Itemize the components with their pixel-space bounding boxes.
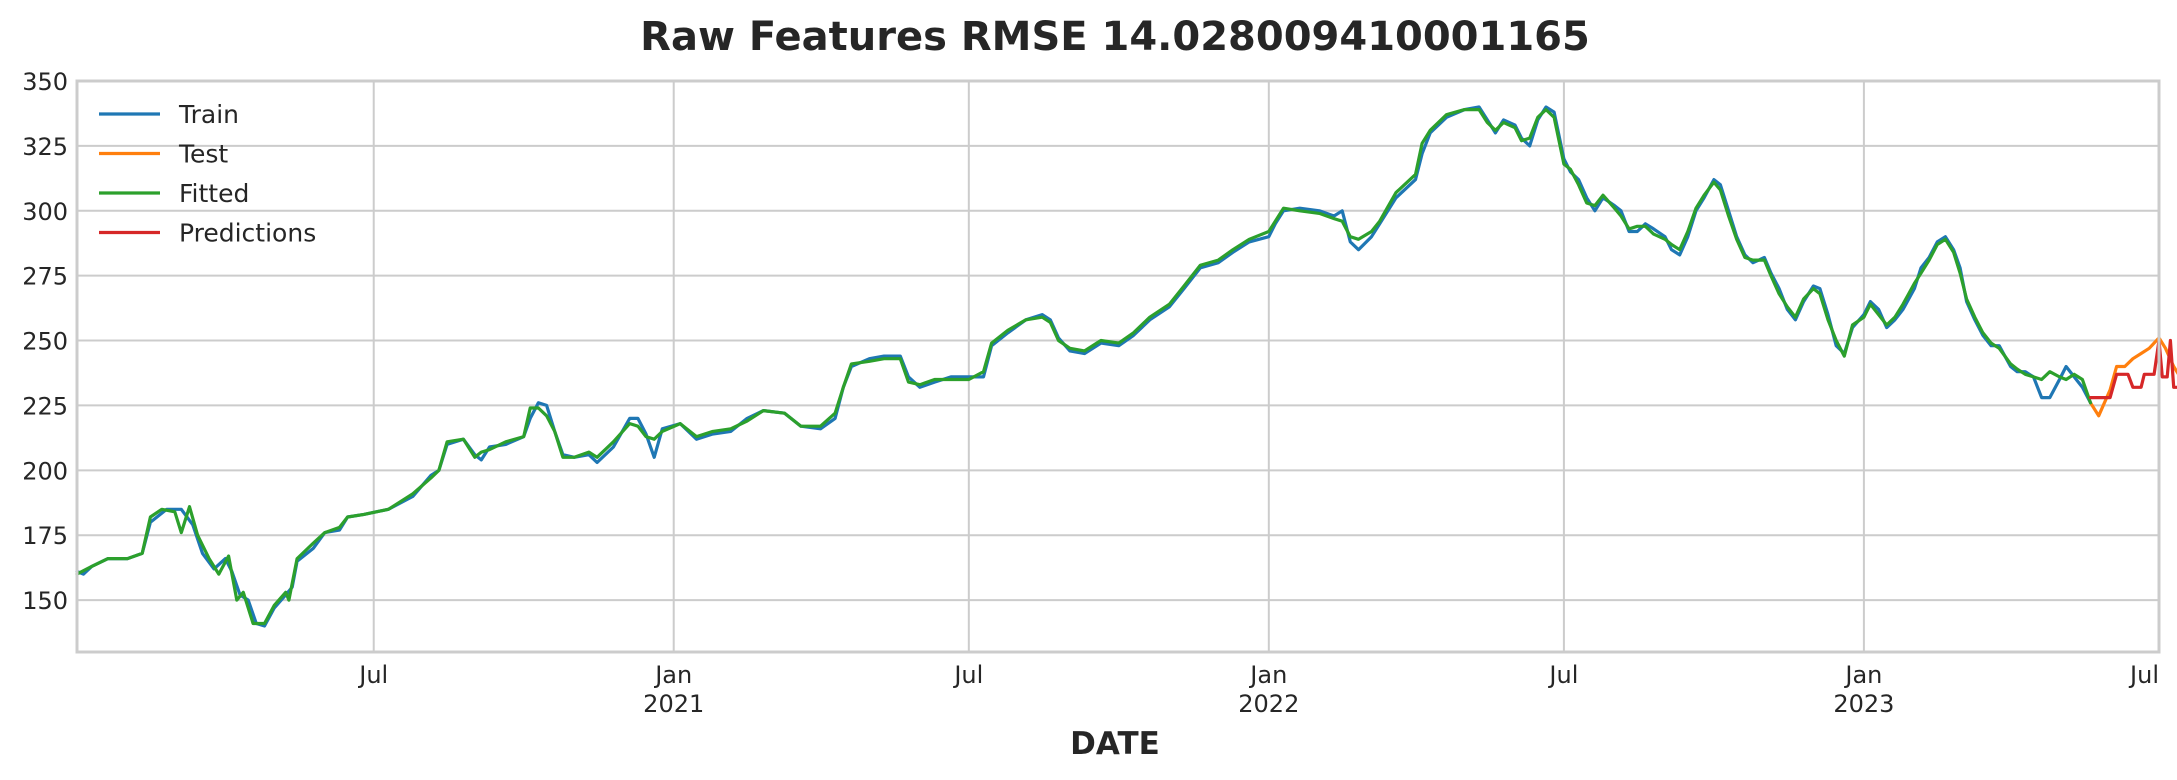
x-tick-label: Jan	[1248, 661, 1287, 689]
y-tick-label: 225	[22, 392, 68, 420]
x-tick-year-label: 2023	[1833, 690, 1894, 718]
y-tick-label: 200	[22, 457, 68, 485]
x-tick-label: Jul	[1547, 661, 1578, 689]
legend-entry-predictions: Predictions	[179, 219, 316, 248]
y-tick-label: 250	[22, 328, 68, 356]
x-axis-label: DATE	[1070, 726, 1160, 762]
x-tick-year-label: 2022	[1238, 690, 1299, 718]
grid-lines	[77, 80, 2160, 652]
y-tick-label: 175	[22, 522, 68, 550]
x-tick-label: Jan	[653, 661, 692, 689]
x-tick-label: Jul	[2128, 661, 2159, 689]
y-tick-label: 300	[22, 198, 68, 226]
series-line-test	[2088, 336, 2177, 418]
y-tick-label: 350	[22, 68, 68, 96]
legend-entry-test: Test	[178, 140, 228, 169]
legend-entry-fitted: Fitted	[179, 179, 249, 208]
plot-frame	[75, 79, 2161, 654]
chart-title: Raw Features RMSE 14.028009410001165	[640, 14, 1590, 60]
y-axis-ticks: 150 175 200 225 250 275 300 325 350	[22, 68, 68, 615]
y-tick-label: 275	[22, 263, 68, 291]
legend: Train Test Fitted Predictions	[99, 100, 316, 248]
y-tick-label: 325	[22, 133, 68, 161]
legend-entry-train: Train	[178, 100, 239, 129]
series-line-predictions	[2088, 338, 2177, 400]
x-tick-label: Jul	[357, 661, 388, 689]
x-tick-label: Jul	[952, 661, 983, 689]
series-line-train	[75, 105, 2093, 628]
series-line-fitted	[75, 108, 2093, 626]
series-lines	[75, 105, 2177, 628]
x-tick-label: Jan	[1843, 661, 1882, 689]
x-tick-year-label: 2021	[643, 690, 704, 718]
y-tick-label: 150	[22, 587, 68, 615]
